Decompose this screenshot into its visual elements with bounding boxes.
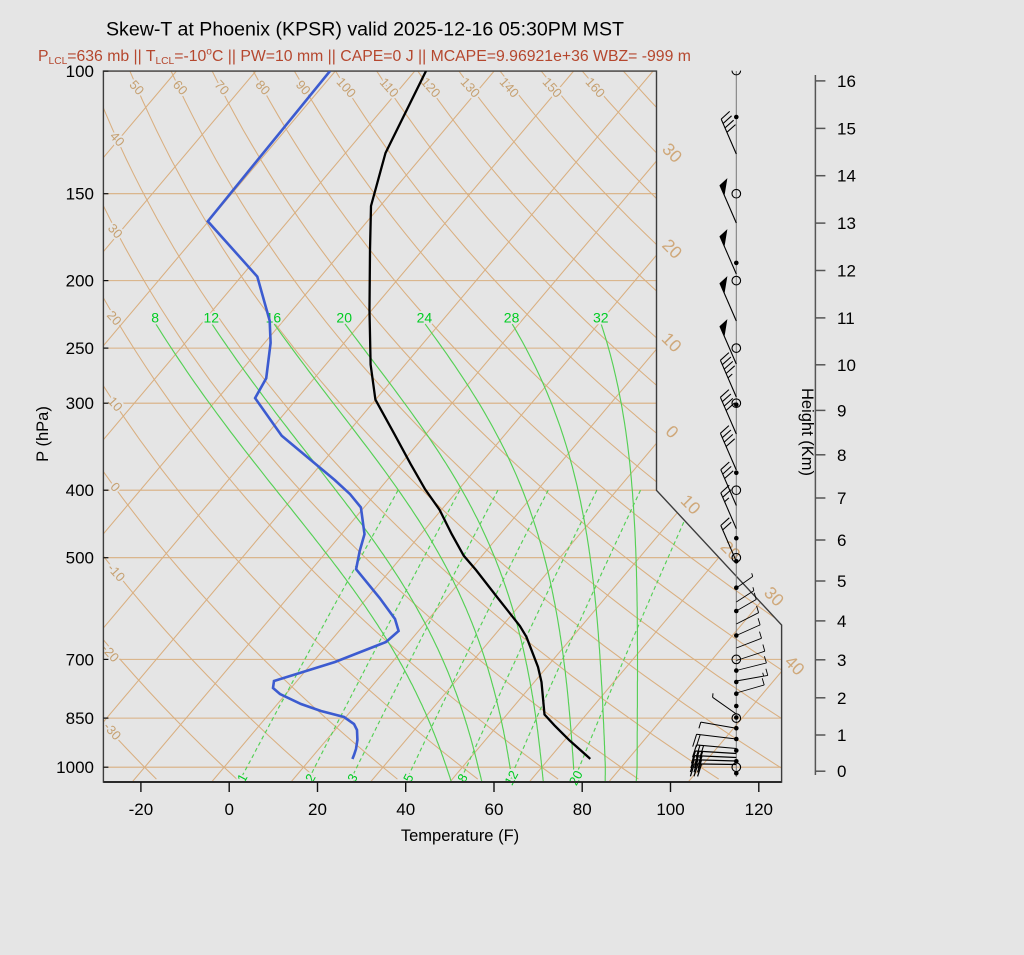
svg-text:Temperature (F): Temperature (F): [401, 827, 519, 845]
svg-text:40: 40: [396, 800, 415, 819]
svg-text:120: 120: [745, 800, 773, 819]
svg-text:4: 4: [837, 612, 846, 631]
svg-text:14: 14: [837, 167, 856, 186]
svg-text:5: 5: [837, 572, 846, 591]
svg-text:60: 60: [485, 800, 504, 819]
svg-text:3: 3: [837, 651, 846, 670]
svg-text:32: 32: [593, 309, 609, 325]
svg-text:1000: 1000: [56, 758, 94, 777]
svg-text:12: 12: [837, 262, 856, 281]
svg-text:28: 28: [504, 309, 520, 325]
svg-text:13: 13: [837, 214, 856, 233]
svg-text:9: 9: [837, 401, 846, 420]
svg-text:10: 10: [837, 356, 856, 375]
svg-text:Skew-T at Phoenix (KPSR) valid: Skew-T at Phoenix (KPSR) valid 2025-12-1…: [106, 19, 624, 41]
svg-text:8: 8: [151, 309, 159, 325]
svg-text:700: 700: [66, 650, 94, 669]
svg-text:20: 20: [336, 309, 352, 325]
svg-text:200: 200: [66, 272, 94, 291]
svg-text:100: 100: [656, 800, 684, 819]
svg-text:24: 24: [417, 309, 433, 325]
svg-text:20: 20: [308, 800, 327, 819]
svg-text:400: 400: [66, 481, 94, 500]
svg-text:8: 8: [837, 446, 846, 465]
svg-text:0: 0: [224, 800, 233, 819]
svg-text:6: 6: [837, 531, 846, 550]
svg-text:850: 850: [66, 709, 94, 728]
svg-text:150: 150: [66, 185, 94, 204]
svg-text:12: 12: [204, 309, 220, 325]
svg-text:80: 80: [573, 800, 592, 819]
svg-text:250: 250: [66, 339, 94, 358]
svg-text:7: 7: [837, 489, 846, 508]
svg-text:2: 2: [837, 689, 846, 708]
svg-text:16: 16: [837, 72, 856, 91]
svg-text:Height (Km): Height (Km): [798, 388, 816, 476]
svg-text:0: 0: [837, 762, 846, 781]
svg-text:P (hPa): P (hPa): [34, 406, 52, 462]
svg-text:300: 300: [66, 394, 94, 413]
svg-text:11: 11: [837, 309, 855, 328]
svg-text:PLCL=636 mb || TLCL=-10oC || P: PLCL=636 mb || TLCL=-10oC || PW=10 mm ||…: [38, 47, 691, 68]
svg-text:500: 500: [66, 549, 94, 568]
svg-text:1: 1: [837, 726, 846, 745]
svg-text:15: 15: [837, 119, 856, 138]
svg-text:-20: -20: [129, 800, 154, 819]
